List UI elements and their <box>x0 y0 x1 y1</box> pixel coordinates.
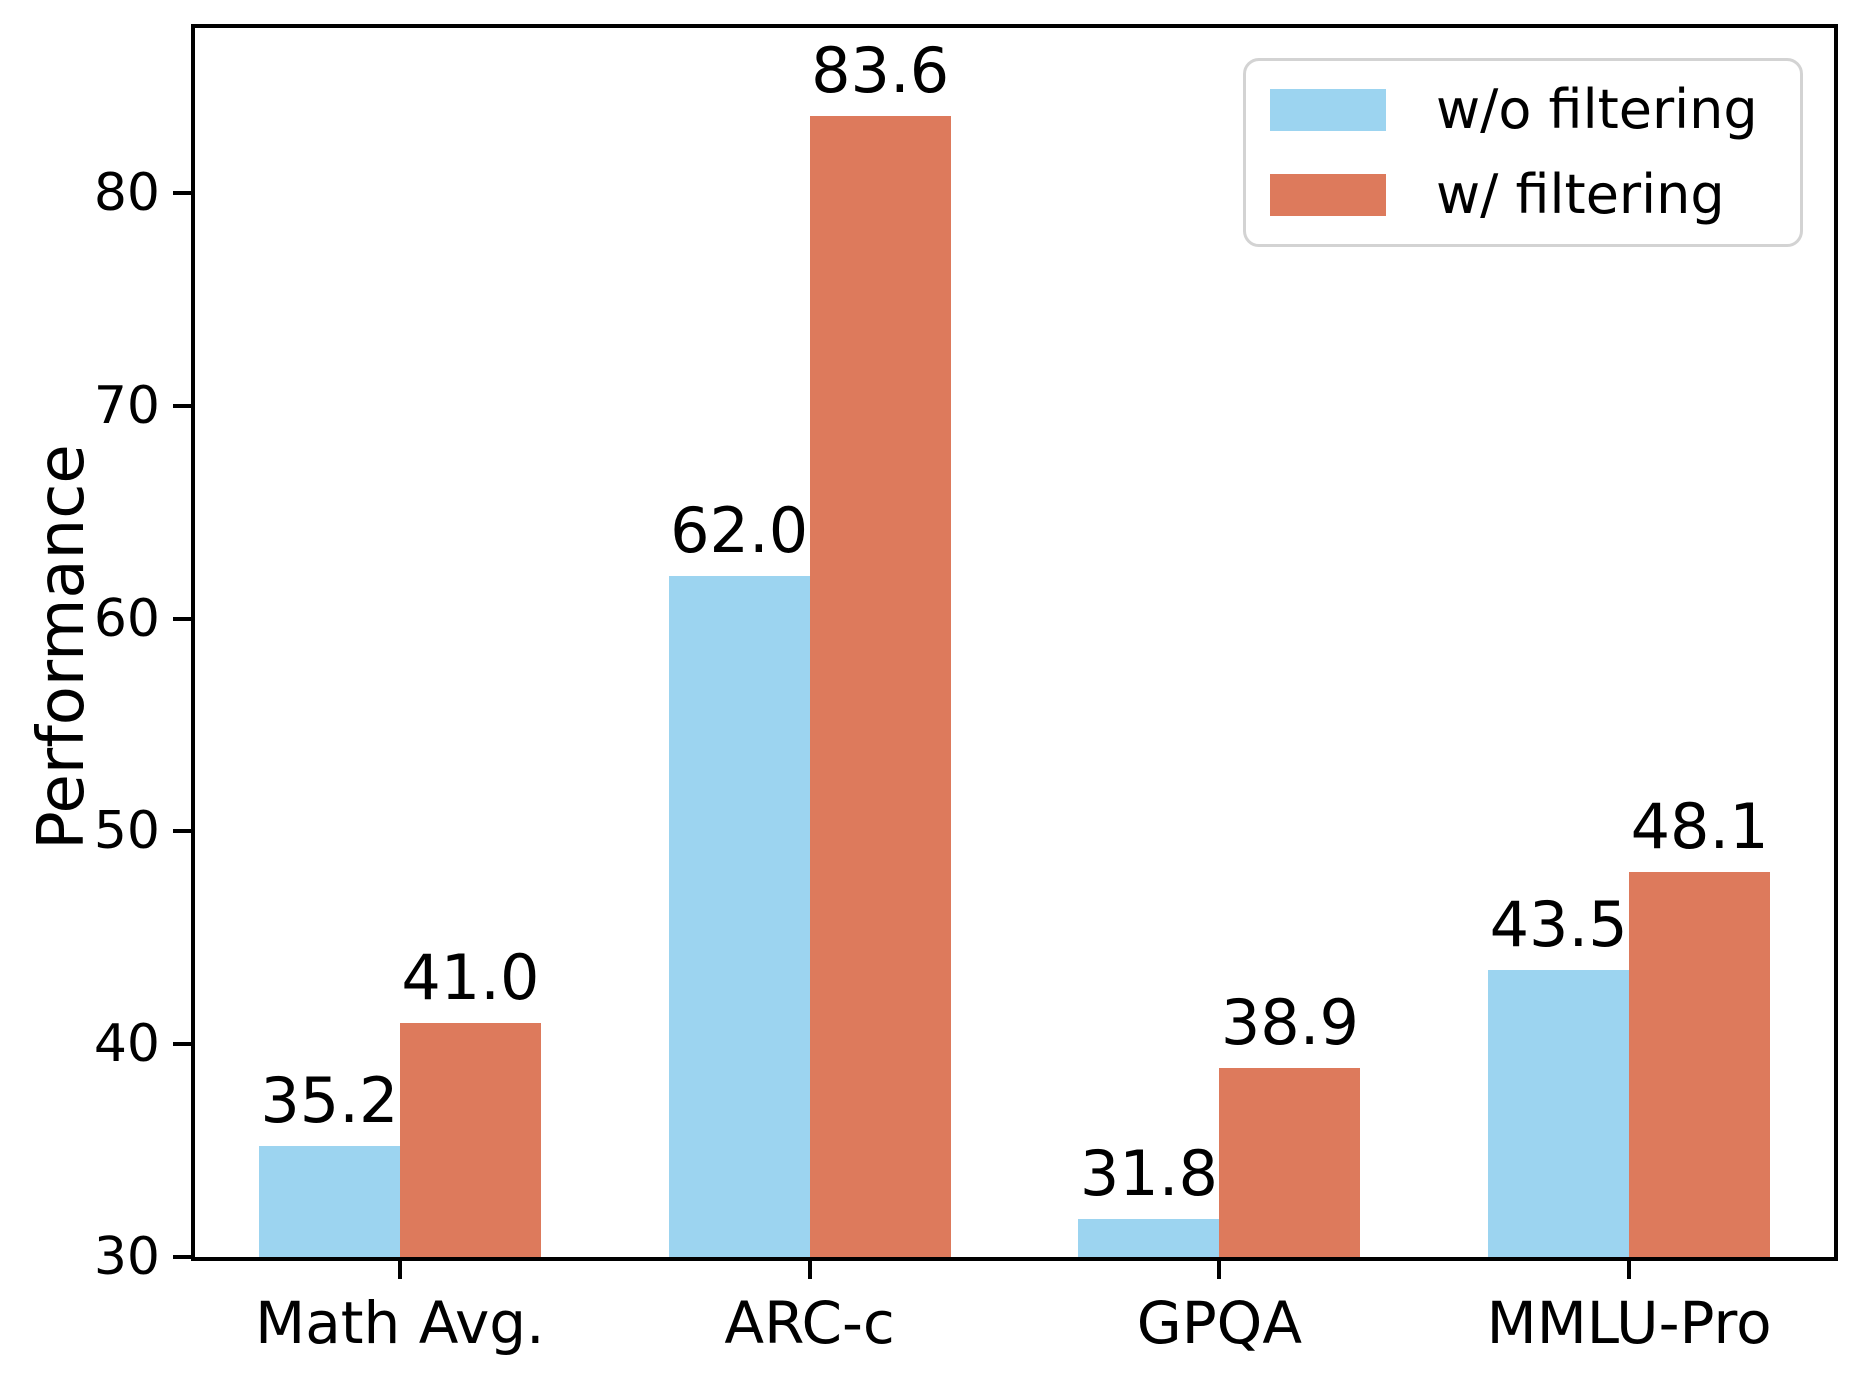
plot-area: 35.2 41.0 62.0 83.6 31.8 38.9 43.5 48.1 <box>191 24 1838 1261</box>
y-tick-mark <box>173 1042 191 1047</box>
y-tick-label: 60 <box>93 588 160 649</box>
x-tick-label: GPQA <box>1136 1289 1302 1357</box>
legend-label: w/o filtering <box>1436 78 1758 141</box>
bar-value-label: 83.6 <box>811 34 950 108</box>
bar-value-label: 43.5 <box>1489 887 1628 961</box>
legend-row: w/o filtering <box>1246 68 1800 153</box>
legend-swatch <box>1270 174 1386 216</box>
y-tick-label: 40 <box>93 1014 160 1075</box>
legend-label: w/ filtering <box>1436 163 1725 226</box>
legend-row: w/ filtering <box>1246 153 1800 238</box>
bar-value-label: 31.8 <box>1079 1136 1218 1210</box>
y-tick-mark <box>173 403 191 408</box>
x-tick-mark <box>1217 1261 1222 1279</box>
bar-w-o-filtering <box>258 1146 400 1257</box>
bar-value-label: 38.9 <box>1220 985 1359 1059</box>
x-tick-label: MMLU-Pro <box>1486 1289 1772 1357</box>
bar-w-filtering <box>809 116 951 1257</box>
bar-w-o-filtering <box>1078 1218 1220 1257</box>
x-tick-label: Math Avg. <box>255 1289 545 1357</box>
y-tick-mark <box>173 190 191 195</box>
legend: w/o filtering w/ filtering <box>1243 58 1803 247</box>
y-tick-mark <box>173 616 191 621</box>
bar-value-label: 41.0 <box>401 940 540 1014</box>
bar-w-o-filtering <box>668 576 810 1257</box>
bar-value-label: 35.2 <box>260 1064 399 1138</box>
x-tick-label: ARC-c <box>724 1289 895 1357</box>
bar-w-filtering <box>1629 871 1771 1257</box>
legend-swatch <box>1270 89 1386 131</box>
y-tick-label: 70 <box>93 375 160 436</box>
y-tick-label: 50 <box>93 801 160 862</box>
bar-w-filtering <box>399 1022 541 1257</box>
bar-w-o-filtering <box>1488 969 1630 1257</box>
y-tick-label: 30 <box>93 1227 160 1287</box>
y-tick-mark <box>173 829 191 834</box>
y-tick-label: 80 <box>93 162 160 223</box>
y-tick-mark <box>173 1255 191 1259</box>
x-tick-mark <box>1627 1261 1632 1279</box>
bar-w-filtering <box>1219 1067 1361 1257</box>
x-tick-mark <box>397 1261 402 1279</box>
bar-value-label: 48.1 <box>1630 789 1769 863</box>
bar-value-label: 62.0 <box>670 494 809 567</box>
x-tick-mark <box>807 1261 812 1279</box>
